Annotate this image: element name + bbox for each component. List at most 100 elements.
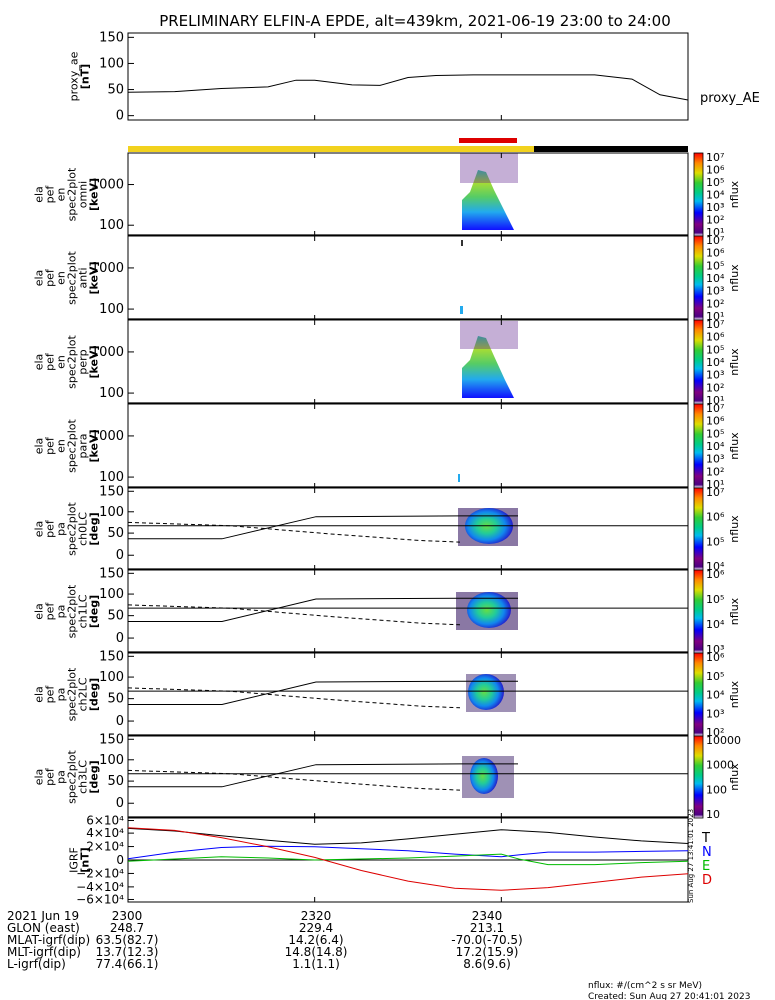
- proxy-ae-series-label: proxy_AE: [700, 91, 760, 106]
- colorbar-tick-label: 10⁶: [706, 651, 725, 664]
- y-tick-label: −4×10⁴: [76, 880, 124, 894]
- svg-text:[keV]: [keV]: [88, 178, 101, 211]
- svg-text:[keV]: [keV]: [88, 429, 101, 462]
- colorbar-tick-label: 10³: [706, 453, 724, 466]
- colorbar-tick-label: 10⁵: [706, 343, 724, 356]
- svg-text:[nT]: [nT]: [79, 64, 92, 89]
- pitch-angle-reference-lines: [127, 515, 518, 791]
- svg-text:[deg]: [deg]: [88, 678, 101, 711]
- footer-row-value: 229.4: [299, 921, 333, 935]
- footer-row-value: 14.2(6.4): [288, 933, 343, 947]
- y-tick-label: 2×10⁴: [86, 840, 124, 854]
- colorbar-tick-label: 10²: [706, 465, 724, 478]
- perp-spectrogram-noise: [460, 321, 518, 349]
- perp-spectrogram-core: [462, 336, 514, 398]
- y-tick-label: 50: [107, 83, 124, 98]
- colorbar-tick-label: 10²: [706, 214, 724, 227]
- svg-text:IGRF: IGRF: [68, 847, 81, 873]
- y-tick-label: 0: [116, 548, 124, 563]
- colorbar-tick-label: 10⁶: [706, 415, 725, 428]
- colorbar-tick-label: 10¹: [706, 310, 724, 323]
- svg-text:pa: pa: [55, 688, 68, 702]
- colorbar-tick-label: 10⁶: [706, 247, 725, 260]
- svg-text:spec2plot: spec2plot: [66, 167, 79, 221]
- svg-text:pef: pef: [44, 185, 57, 204]
- colorbar-tick-label: 10⁷: [706, 234, 724, 247]
- panel-frames: 150100500proxy_AE10001001000100100010010…: [76, 30, 760, 906]
- svg-text:[deg]: [deg]: [88, 512, 101, 545]
- science-bar: [128, 138, 688, 152]
- y-tick-label: 100: [99, 505, 124, 520]
- footer-row-value: 17.2(15.9): [456, 945, 519, 959]
- colorbar-6: 10⁶ 10⁵ 10⁴ 10³ nflux: [693, 568, 741, 656]
- ch2lc-spectrogram: [466, 674, 516, 712]
- colorbar-tick-label: 10⁶: [706, 164, 725, 177]
- colorbar-tick-label: 10²: [706, 297, 724, 310]
- colorbar-tick-label: 10⁴: [706, 356, 725, 369]
- series-line-t: [127, 827, 689, 845]
- science-bar-black: [534, 146, 688, 152]
- colorbar-label: nflux: [728, 597, 741, 625]
- svg-text:spec2plot: spec2plot: [66, 750, 79, 804]
- svg-text:perp: perp: [77, 349, 90, 374]
- svg-text:pef: pef: [44, 436, 57, 455]
- footer-row-value: 63.5(82.7): [96, 933, 159, 947]
- footer-row-value: 1.1(1.1): [292, 957, 340, 971]
- legend-e: E: [702, 859, 710, 874]
- y-tick-label: 150: [99, 30, 124, 45]
- footer-row-value: 213.1: [470, 921, 504, 935]
- colorbar-label: nflux: [728, 680, 741, 708]
- footer-row-value: 14.8(14.8): [285, 945, 348, 959]
- footer-row-value: 248.7: [110, 921, 144, 935]
- loss-cone-line: [128, 597, 518, 622]
- footer-row-value: 2300: [112, 909, 143, 923]
- y-tick-label: 1000: [91, 345, 124, 360]
- colorbar-tick-label: 10⁷: [706, 318, 724, 331]
- y-tick-label: 1000: [91, 429, 124, 444]
- y-tick-label: 1000: [91, 261, 124, 276]
- colorbar-label: nflux: [728, 348, 741, 376]
- colorbar-7: 10⁶ 10⁵ 10⁴ 10³ 10² nflux: [693, 651, 741, 739]
- svg-text:spec2plot: spec2plot: [66, 251, 79, 305]
- svg-text:pa: pa: [55, 605, 68, 619]
- footer-row-label: MLT-igrf(dip): [7, 945, 81, 959]
- footer-row-label: GLON (east): [7, 921, 80, 935]
- colorbar-tick-label: 10⁵: [706, 259, 724, 272]
- svg-text:[keV]: [keV]: [88, 261, 101, 294]
- svg-text:[deg]: [deg]: [88, 760, 101, 793]
- side-timestamp: Sun Aug 27 13:41:01 2023: [687, 809, 695, 903]
- colorbar-tick-label: 10000: [706, 734, 741, 747]
- y-tick-label: 100: [99, 386, 124, 401]
- svg-text:pef: pef: [44, 268, 57, 287]
- panel-frame-1: [127, 32, 689, 121]
- colorbar-tick-label: 10⁵: [706, 670, 724, 683]
- anti-spectrogram-speck-top: [461, 240, 463, 246]
- svg-text:en: en: [55, 355, 68, 369]
- ch3lc-spectrogram: [462, 756, 514, 798]
- svg-text:anti: anti: [77, 267, 90, 288]
- y-tick-label: 1000: [91, 178, 124, 193]
- orbit-info-table: 2021 Jun 19 2300 2320 2340 GLON (east) 248.7 2…: [7, 909, 523, 971]
- svg-text:pef: pef: [44, 767, 57, 786]
- colorbar-tick-label: 10⁵: [706, 535, 724, 548]
- colorbar-tick-label: 10¹: [706, 394, 724, 407]
- colorbar-tick-label: 10¹: [706, 478, 724, 491]
- colorbar-tick-label: 10⁶: [706, 331, 725, 344]
- svg-text:pef: pef: [44, 352, 57, 371]
- svg-text:ela: ela: [33, 270, 46, 287]
- svg-text:spec2plot: spec2plot: [66, 502, 79, 556]
- panel-frame-4: [127, 319, 689, 405]
- colorbar-tick-label: 10⁷: [706, 486, 724, 499]
- panel-frame-6: [127, 487, 689, 571]
- panel-ylabel-1: proxy_ae[nT]: [68, 51, 92, 101]
- figure-title: PRELIMINARY ELFIN-A EPDE, alt=439km, 202…: [159, 12, 671, 30]
- svg-text:ch0LC: ch0LC: [77, 512, 90, 546]
- data-lines: [127, 74, 689, 891]
